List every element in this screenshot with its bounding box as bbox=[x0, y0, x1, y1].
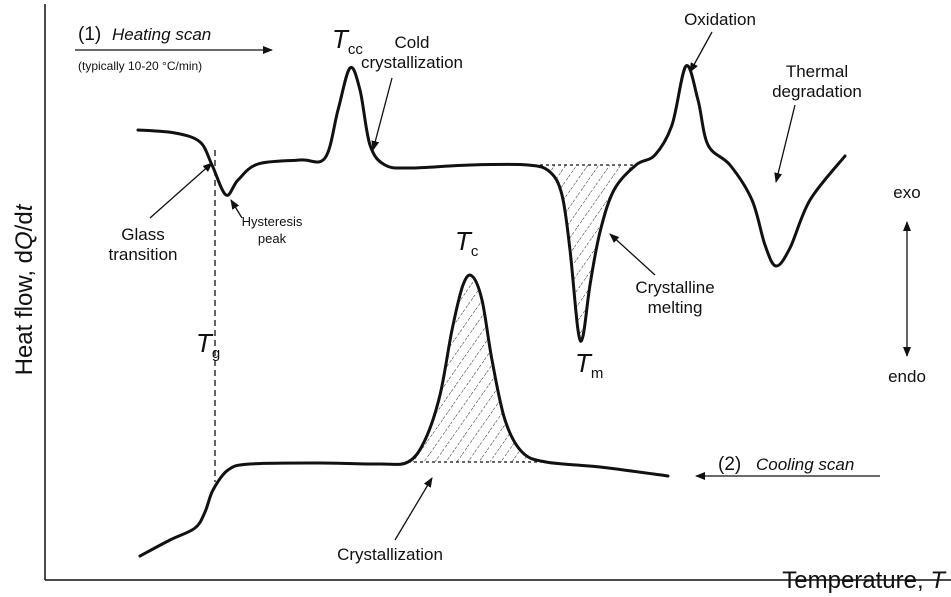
hatched-area bbox=[408, 275, 546, 462]
pointer bbox=[371, 77, 393, 151]
x-axis-label: Temperature, T bbox=[782, 567, 947, 594]
exo-label: exo bbox=[893, 183, 920, 202]
crystallization-label: Crystallization bbox=[337, 545, 443, 564]
cold-cryst-label: Cold crystallization bbox=[361, 33, 463, 72]
tc-symbol: Tc bbox=[455, 226, 479, 260]
cooling-label: Cooling scan bbox=[756, 455, 854, 474]
y-axis-label: Heat flow, dQ/dt bbox=[11, 203, 38, 375]
hatched-areas bbox=[408, 165, 636, 462]
hatched-area bbox=[528, 165, 636, 342]
glass-label: Glass transition bbox=[109, 225, 178, 264]
cooling-curve bbox=[138, 273, 670, 558]
heating-curve bbox=[136, 64, 847, 343]
pointer bbox=[689, 31, 713, 73]
heating-label: Heating scan bbox=[112, 25, 211, 44]
degradation-label: Thermal degradation bbox=[772, 62, 862, 101]
pointer bbox=[394, 477, 433, 541]
tg-symbol: Tg bbox=[196, 328, 220, 362]
pointer bbox=[609, 233, 656, 276]
oxidation-label: Oxidation bbox=[684, 10, 756, 29]
axes bbox=[44, 4, 951, 581]
hysteresis-label: Hysteresis peak bbox=[242, 214, 303, 246]
pointer bbox=[230, 199, 243, 219]
heating-number: (1) bbox=[78, 24, 101, 45]
pointer bbox=[774, 104, 796, 183]
pointer bbox=[149, 162, 213, 219]
melting-label: Crystalline melting bbox=[635, 278, 714, 317]
heating-rate: (typically 10-20 °C/min) bbox=[78, 59, 202, 73]
cooling-number: (2) bbox=[718, 454, 741, 475]
endo-label: endo bbox=[888, 367, 926, 386]
tcc-symbol: Tcc bbox=[332, 24, 363, 58]
tm-symbol: Tm bbox=[575, 348, 603, 382]
